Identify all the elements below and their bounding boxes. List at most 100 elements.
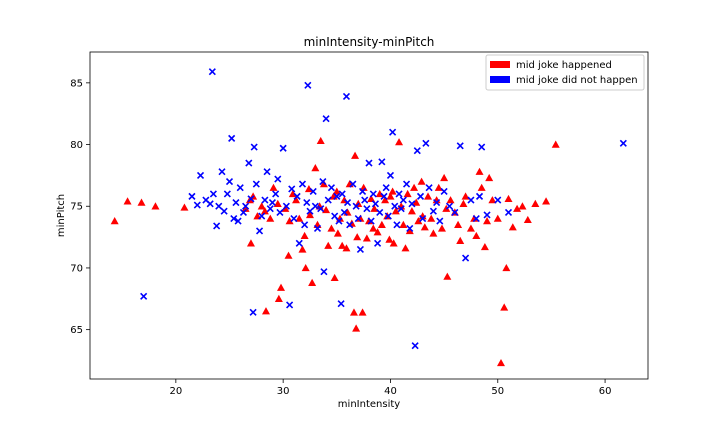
data-point-triangle: [373, 228, 382, 236]
data-point-x: [295, 239, 303, 247]
data-point-triangle: [301, 263, 310, 272]
y-axis-label: minPitch: [56, 194, 67, 237]
data-point-x: [213, 222, 221, 230]
data-point-triangle: [351, 151, 360, 159]
data-point-triangle: [496, 358, 505, 367]
data-point-x: [504, 208, 513, 216]
data-point-triangle: [292, 196, 301, 204]
data-point-x: [369, 190, 377, 198]
data-point-triangle: [429, 229, 438, 237]
data-point-x: [225, 178, 234, 186]
data-point-x: [234, 217, 242, 225]
data-point-x: [286, 301, 294, 309]
points-layer: [110, 68, 627, 367]
data-point-triangle: [333, 229, 342, 237]
data-point-x: [422, 139, 430, 147]
data-point-x: [309, 187, 317, 196]
data-point-x: [215, 202, 223, 210]
data-point-triangle: [352, 324, 361, 332]
data-point-x: [261, 196, 269, 204]
data-point-triangle: [531, 199, 540, 207]
data-point-triangle: [300, 231, 309, 240]
data-point-x: [298, 180, 307, 188]
data-point-x: [338, 190, 346, 198]
data-point-triangle: [403, 189, 412, 198]
data-point-x: [245, 159, 253, 167]
data-point-triangle: [395, 138, 404, 146]
data-point-triangle: [485, 173, 494, 182]
data-point-x: [333, 192, 341, 200]
data-point-triangle: [151, 202, 160, 210]
data-point-x: [327, 184, 336, 192]
data-point-x: [263, 168, 271, 176]
data-point-x: [258, 212, 266, 220]
data-point-triangle: [401, 244, 410, 252]
data-point-x: [301, 221, 309, 229]
data-point-x: [208, 68, 216, 76]
data-point-triangle: [362, 234, 371, 242]
data-point-x: [408, 200, 416, 208]
data-point-triangle: [508, 223, 517, 231]
data-point-x: [340, 208, 348, 216]
data-point-triangle: [241, 204, 250, 212]
data-point-triangle: [367, 194, 376, 203]
data-point-x: [342, 92, 351, 100]
data-point-x: [282, 202, 290, 210]
data-point-triangle: [305, 210, 314, 219]
data-point-x: [230, 215, 238, 223]
x-tick-label: 60: [599, 386, 612, 397]
data-point-x: [472, 215, 480, 223]
legend-box: [485, 54, 645, 91]
data-point-x: [335, 217, 343, 225]
y-tick-label: 85: [70, 78, 83, 89]
data-point-triangle: [500, 303, 509, 311]
data-point-x: [406, 224, 414, 233]
data-point-x: [313, 224, 322, 233]
data-point-x: [440, 187, 448, 196]
data-point-x: [193, 201, 201, 209]
legend-label-mid-joke-happened: mid joke happened: [516, 60, 612, 71]
data-point-x: [391, 202, 399, 210]
data-point-x: [402, 180, 411, 188]
data-point-triangle: [542, 197, 551, 205]
data-point-triangle: [298, 245, 307, 253]
data-point-triangle: [365, 217, 373, 225]
y-tick-label: 75: [70, 202, 83, 213]
data-point-triangle: [399, 220, 408, 228]
data-point-triangle: [466, 224, 475, 232]
data-point-x: [425, 184, 433, 192]
data-point-x: [367, 217, 375, 225]
plot-frame: [89, 51, 649, 380]
data-point-x: [433, 198, 441, 207]
data-point-triangle: [349, 308, 358, 316]
data-point-triangle: [356, 214, 365, 222]
data-point-x: [209, 190, 217, 198]
data-point-triangle: [381, 196, 390, 204]
data-point-x: [206, 200, 214, 208]
data-point-triangle: [358, 308, 367, 316]
data-point-x: [255, 227, 264, 235]
data-point-x: [467, 196, 475, 204]
data-point-triangle: [440, 173, 449, 182]
data-point-x: [380, 192, 388, 200]
chart-title: minIntensity-minPitch: [304, 35, 435, 49]
data-point-triangle: [257, 202, 266, 210]
data-point-triangle: [412, 198, 421, 206]
data-point-x: [429, 207, 437, 215]
data-point-triangle: [417, 177, 426, 185]
data-point-triangle: [327, 224, 336, 232]
data-point-triangle: [353, 233, 362, 241]
legend-swatch-mid-joke-did-not-happen: [490, 76, 510, 83]
data-point-triangle: [304, 184, 313, 193]
data-point-x: [382, 184, 390, 192]
data-point-triangle: [110, 217, 119, 225]
data-point-x: [354, 215, 362, 223]
x-tick-label: 50: [491, 386, 504, 397]
data-point-x: [220, 207, 228, 215]
data-point-x: [140, 292, 148, 300]
data-point-triangle: [405, 226, 414, 235]
data-point-triangle: [386, 192, 395, 200]
data-point-x: [290, 215, 298, 223]
data-point-x: [462, 254, 470, 262]
